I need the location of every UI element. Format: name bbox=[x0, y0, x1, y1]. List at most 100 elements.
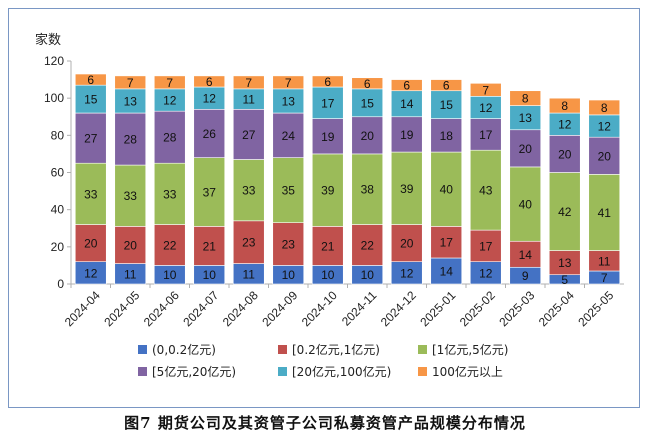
legend-label: [1亿元,5亿元) bbox=[432, 342, 508, 357]
x-tick-label: 2024-11 bbox=[339, 288, 380, 329]
bar-segment bbox=[509, 240, 542, 268]
legend-label: 100亿元以上 bbox=[432, 364, 503, 379]
data-label: 20 bbox=[598, 149, 612, 163]
data-label: 33 bbox=[84, 187, 98, 201]
bar-segment bbox=[390, 79, 423, 92]
data-label: 6 bbox=[403, 79, 410, 93]
bar-segment bbox=[430, 79, 463, 92]
data-label: 9 bbox=[522, 269, 529, 283]
bar-segment bbox=[232, 220, 265, 264]
y-tick-label: 120 bbox=[44, 54, 64, 68]
data-label: 15 bbox=[440, 98, 454, 112]
data-label: 26 bbox=[203, 127, 217, 141]
bar-segment bbox=[351, 88, 384, 118]
bar-segment bbox=[311, 75, 344, 88]
bar-segment bbox=[509, 105, 542, 131]
data-label: 12 bbox=[203, 92, 217, 106]
bar-segment bbox=[272, 222, 305, 266]
data-label: 39 bbox=[321, 184, 335, 198]
data-label: 7 bbox=[285, 76, 292, 90]
legend-label: (0,0.2亿元) bbox=[152, 342, 216, 357]
data-label: 6 bbox=[443, 79, 450, 93]
data-label: 15 bbox=[84, 93, 98, 107]
data-label: 33 bbox=[163, 187, 177, 201]
data-label: 13 bbox=[558, 256, 572, 270]
data-label: 13 bbox=[519, 111, 533, 125]
bar-segment bbox=[311, 226, 344, 266]
data-label: 6 bbox=[324, 75, 331, 89]
data-label: 8 bbox=[561, 99, 568, 113]
y-tick-label: 80 bbox=[51, 128, 65, 142]
data-label: 12 bbox=[400, 266, 414, 280]
data-label: 10 bbox=[163, 268, 177, 282]
bar-segment bbox=[114, 75, 147, 90]
data-label: 14 bbox=[519, 248, 533, 262]
bar-segment bbox=[469, 118, 502, 151]
data-label: 10 bbox=[203, 268, 217, 282]
data-label: 11 bbox=[598, 254, 611, 268]
data-label: 20 bbox=[400, 237, 414, 251]
legend-swatch bbox=[278, 345, 287, 354]
bar-segment bbox=[548, 172, 581, 251]
bar-segment bbox=[114, 164, 147, 227]
data-label: 10 bbox=[361, 268, 375, 282]
bar-segment bbox=[509, 90, 542, 106]
y-tick-label: 60 bbox=[51, 166, 65, 180]
data-label: 12 bbox=[479, 266, 493, 280]
data-label: 12 bbox=[84, 266, 98, 280]
x-tick-label: 2025-03 bbox=[496, 288, 537, 329]
data-label: 7 bbox=[482, 83, 489, 97]
data-label: 19 bbox=[321, 130, 335, 144]
data-label: 17 bbox=[479, 128, 493, 142]
data-label: 13 bbox=[124, 94, 138, 108]
data-label: 20 bbox=[519, 142, 533, 156]
bar-segment bbox=[272, 75, 305, 90]
data-label: 33 bbox=[124, 189, 138, 203]
y-tick-label: 20 bbox=[51, 240, 65, 254]
data-label: 7 bbox=[245, 76, 252, 90]
data-label: 24 bbox=[282, 129, 296, 143]
x-tick-label: 2024-10 bbox=[299, 288, 340, 329]
data-label: 11 bbox=[243, 93, 256, 107]
bar-segment bbox=[153, 110, 186, 164]
bar-segment bbox=[193, 109, 226, 158]
data-label: 38 bbox=[361, 183, 375, 197]
data-label: 20 bbox=[124, 238, 138, 252]
bar-segment bbox=[469, 229, 502, 263]
bar-segment bbox=[153, 162, 186, 225]
data-label: 7 bbox=[127, 76, 134, 90]
data-label: 6 bbox=[87, 73, 94, 87]
data-label: 20 bbox=[558, 147, 572, 161]
bar-segment bbox=[430, 151, 463, 227]
data-label: 7 bbox=[166, 76, 173, 90]
figure-caption: 图7 期货公司及其资管子公司私募资管产品规模分布情况 bbox=[124, 414, 526, 432]
bar-segment bbox=[351, 77, 384, 90]
bar-segment bbox=[390, 90, 423, 118]
x-tick-label: 2024-06 bbox=[141, 288, 182, 329]
y-axis-label: 家数 bbox=[35, 32, 61, 48]
data-label: 11 bbox=[124, 267, 137, 281]
data-label: 39 bbox=[400, 182, 414, 196]
bar-segment bbox=[588, 136, 621, 175]
bar-segment bbox=[74, 73, 107, 86]
data-label: 11 bbox=[243, 267, 256, 281]
data-label: 17 bbox=[321, 96, 335, 110]
data-label: 18 bbox=[440, 129, 454, 143]
data-label: 27 bbox=[84, 132, 98, 146]
legend-label: [0.2亿元,1亿元) bbox=[292, 342, 380, 357]
x-tick-label: 2024-04 bbox=[62, 288, 103, 329]
bar-segment bbox=[351, 153, 384, 225]
bar-segment bbox=[469, 83, 502, 97]
bar-segment bbox=[311, 153, 344, 227]
bar-segment bbox=[232, 159, 265, 222]
data-label: 14 bbox=[440, 264, 454, 278]
data-label: 33 bbox=[242, 184, 256, 198]
data-label: 27 bbox=[242, 128, 256, 142]
legend-swatch bbox=[138, 345, 147, 354]
legend-swatch bbox=[278, 367, 287, 376]
x-tick-label: 2024-12 bbox=[378, 288, 419, 329]
bar-segment bbox=[430, 257, 463, 285]
data-label: 8 bbox=[522, 92, 529, 106]
bar-segment bbox=[548, 135, 581, 173]
data-label: 28 bbox=[124, 133, 138, 147]
